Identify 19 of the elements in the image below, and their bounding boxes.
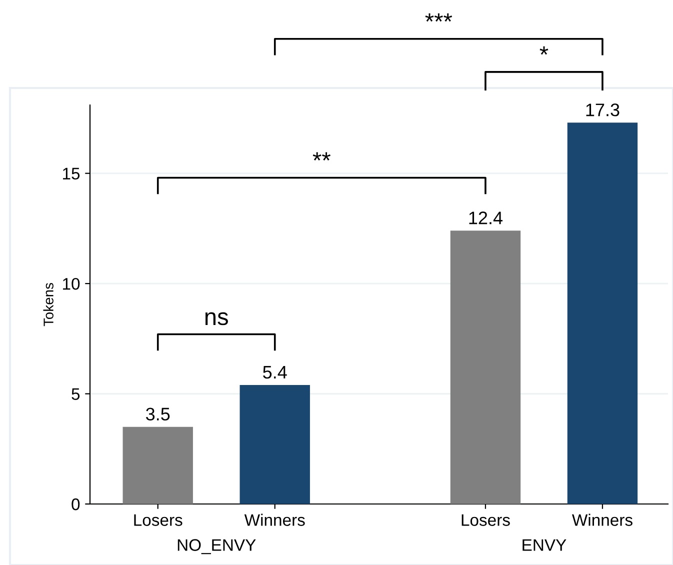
- data-label: 17.3: [586, 104, 620, 116]
- x-tick-label: Losers: [134, 514, 182, 526]
- text: ***: [425, 13, 452, 22]
- annotation: **: [312, 152, 330, 160]
- text: ENVY: [522, 539, 566, 551]
- data-label: 3.5: [146, 408, 170, 420]
- x-tick-label: Winners: [572, 514, 632, 526]
- x-tick-label: Winners: [244, 514, 305, 526]
- y-tick-label: 5: [72, 388, 80, 400]
- annotation: ns: [205, 312, 228, 326]
- y-axis-title: Tokens: [43, 283, 54, 326]
- data-label: 5.4: [263, 366, 287, 379]
- y-tick-label: 0: [72, 498, 80, 510]
- y-tick-label: 15: [63, 168, 80, 180]
- y-tick-label: 10: [63, 278, 80, 290]
- text: *: [540, 46, 548, 55]
- text: NO_ENVY: [178, 539, 256, 554]
- x-tick-label: Losers: [462, 514, 510, 526]
- data-label: 12.4: [469, 212, 503, 224]
